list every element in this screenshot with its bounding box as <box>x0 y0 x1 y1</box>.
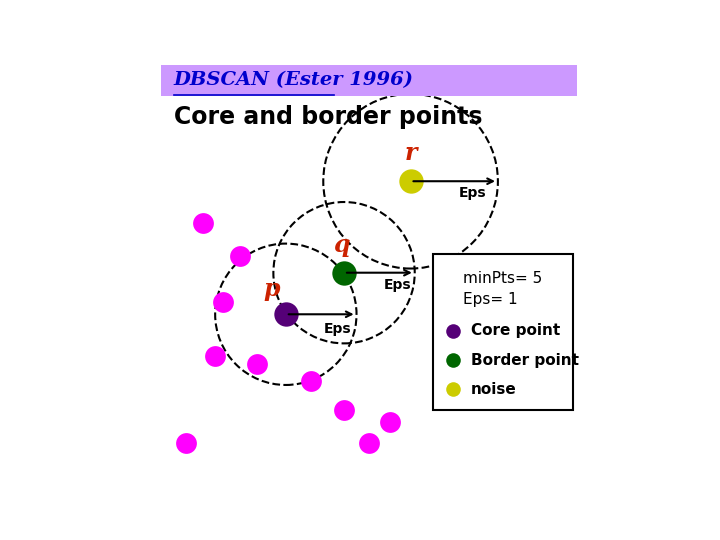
Point <box>197 219 209 227</box>
Point <box>364 439 375 448</box>
Text: Border point: Border point <box>471 353 579 368</box>
Point <box>338 268 350 277</box>
Text: r: r <box>405 140 417 165</box>
FancyBboxPatch shape <box>433 254 572 410</box>
Point <box>405 177 416 186</box>
Point <box>217 298 229 306</box>
Text: minPts= 5: minPts= 5 <box>462 272 542 286</box>
Point <box>448 327 459 335</box>
Text: DBSCAN (Ester 1996): DBSCAN (Ester 1996) <box>174 71 413 90</box>
Text: q: q <box>333 233 350 257</box>
Point <box>210 352 221 360</box>
Text: p: p <box>263 276 279 301</box>
Point <box>305 376 317 385</box>
Text: Eps: Eps <box>384 278 411 292</box>
Point <box>448 356 459 364</box>
Point <box>180 439 192 448</box>
Point <box>280 310 292 319</box>
Point <box>384 418 395 427</box>
Text: Eps: Eps <box>323 322 351 336</box>
Point <box>234 252 246 260</box>
Text: noise: noise <box>471 382 517 396</box>
Text: Core and border points: Core and border points <box>174 105 482 129</box>
Point <box>251 360 263 368</box>
Text: Eps: Eps <box>459 186 486 200</box>
Text: Eps= 1: Eps= 1 <box>462 292 517 307</box>
Text: Core point: Core point <box>471 323 560 339</box>
Point <box>448 385 459 394</box>
FancyBboxPatch shape <box>161 65 577 96</box>
Point <box>338 406 350 414</box>
